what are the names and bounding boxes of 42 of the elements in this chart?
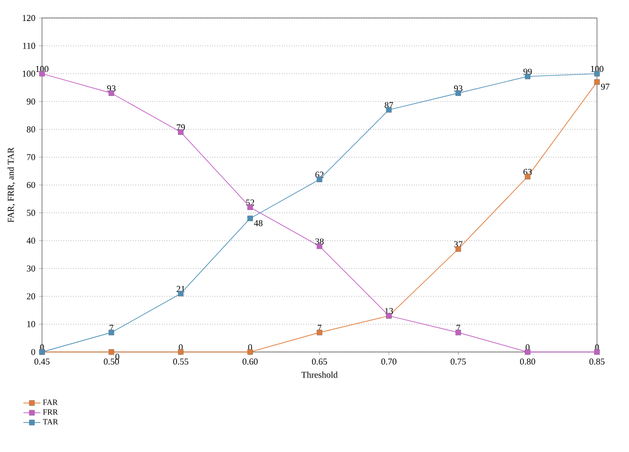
legend-label: TAR <box>42 419 58 424</box>
data-label: 48 <box>254 220 262 226</box>
point <box>108 349 114 355</box>
x-tick-label: 0.75 <box>450 358 466 365</box>
y-tick-label: 90 <box>26 98 36 105</box>
y-tick-label: 30 <box>26 265 36 272</box>
x-tick-label: 0.80 <box>520 358 536 365</box>
x-tick-label: 0.60 <box>242 358 258 365</box>
point <box>247 216 253 222</box>
y-tick-label: 40 <box>26 238 36 244</box>
legend-label: FAR <box>43 400 58 405</box>
y-axis-title: FAR, FRR, and TAR <box>7 147 16 222</box>
point <box>247 349 253 355</box>
point <box>455 330 461 336</box>
y-tick-label: 60 <box>26 182 36 188</box>
point <box>316 330 322 336</box>
data-label: 0 <box>115 354 120 360</box>
x-tick-label: 0.65 <box>312 358 328 365</box>
data-label: 97 <box>600 84 610 90</box>
x-tick-label: 0.85 <box>589 358 605 365</box>
y-tick-label: 110 <box>23 42 36 49</box>
y-tick-label: 80 <box>26 126 36 132</box>
legend-label: FRR <box>43 409 58 415</box>
point <box>594 349 600 355</box>
point <box>594 79 600 85</box>
x-tick-label: 0.45 <box>34 358 50 365</box>
x-tick-label: 0.50 <box>104 358 119 365</box>
y-tick-label: 120 <box>22 14 36 22</box>
point <box>524 349 530 355</box>
x-tick-label: 0.55 <box>173 358 188 365</box>
data-label: 100 <box>591 66 604 72</box>
y-tick-label: 0 <box>31 348 36 356</box>
y-tick-label: 100 <box>22 70 36 77</box>
x-axis-title: Threshold <box>301 372 338 378</box>
y-tick-label: 10 <box>27 321 36 328</box>
point <box>108 330 114 336</box>
y-tick-label: 70 <box>27 154 36 160</box>
data-label: 100 <box>36 66 48 72</box>
y-tick-label: 50 <box>26 210 36 216</box>
x-tick-label: 0.70 <box>381 358 396 365</box>
y-tick-label: 20 <box>26 293 36 300</box>
point <box>178 349 184 355</box>
